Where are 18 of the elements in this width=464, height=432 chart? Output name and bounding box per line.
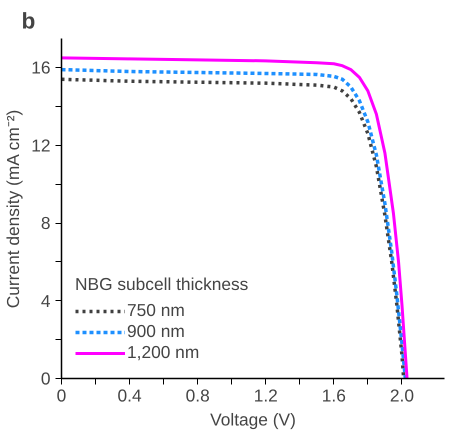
y-tick-label: 8 <box>40 213 51 234</box>
y-axis-title: Current density (mA cm⁻²) <box>3 110 24 308</box>
y-tick-label: 16 <box>31 58 51 78</box>
x-tick-label: 2.0 <box>390 386 414 406</box>
chart-title: b <box>22 8 36 34</box>
x-tick-label: 0.4 <box>118 386 142 406</box>
legend-label: 900 nm <box>127 321 185 342</box>
legend-label: 750 nm <box>127 300 185 321</box>
x-tick-label: 1.2 <box>254 386 278 406</box>
x-tick-label: 1.6 <box>322 386 346 406</box>
x-axis-title: Voltage (V) <box>210 410 296 430</box>
x-tick-label: 0.8 <box>186 386 210 406</box>
y-tick-label: 12 <box>31 135 51 156</box>
y-tick-label: 0 <box>40 368 51 388</box>
legend-label: 1,200 nm <box>127 342 200 363</box>
legend-title: NBG subcell thickness <box>75 274 248 295</box>
x-tick-label: 0 <box>56 386 66 406</box>
y-tick-label: 4 <box>40 290 51 311</box>
